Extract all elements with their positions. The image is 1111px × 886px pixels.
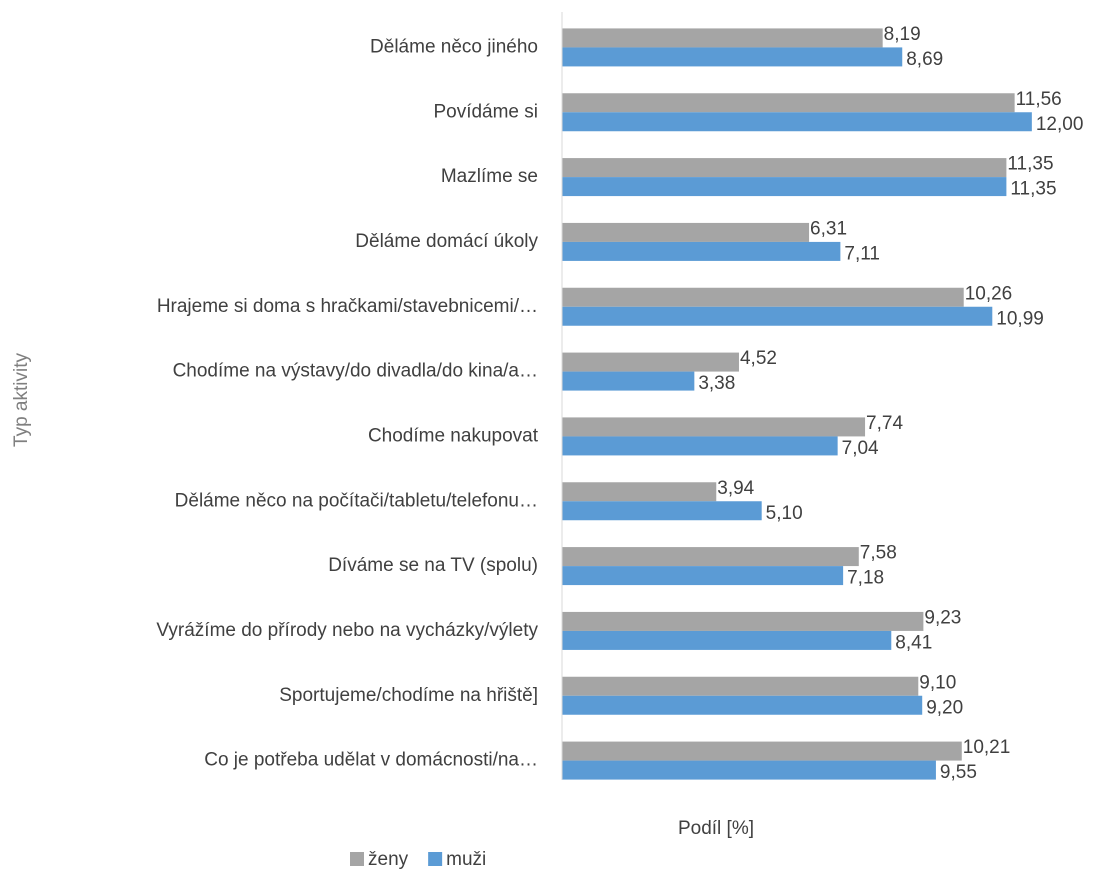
value-label: 7,58: [860, 543, 897, 564]
bar: [562, 501, 762, 521]
y-tick-label: Díváme se na TV (spolu): [328, 555, 538, 576]
value-label: 9,20: [926, 697, 963, 718]
value-label: 11,35: [1007, 154, 1053, 175]
bar: [562, 611, 924, 631]
value-label: 6,31: [810, 218, 847, 239]
x-axis-title: Podíl [%]: [678, 818, 754, 839]
bar: [562, 436, 838, 456]
y-tick-label: Vyrážíme do přírody nebo na vycházky/výl…: [156, 620, 538, 641]
value-label: 5,10: [766, 503, 803, 524]
bar: [562, 158, 1007, 178]
y-tick-label: Chodíme nakupovat: [368, 425, 539, 446]
bar: [562, 177, 1007, 197]
y-tick-label: Povídáme si: [433, 101, 538, 122]
bar: [562, 676, 919, 696]
value-label: 8,19: [884, 24, 921, 45]
bar: [562, 112, 1032, 132]
bar: [562, 417, 866, 437]
value-label: 10,26: [965, 283, 1013, 304]
bar: [562, 93, 1015, 113]
y-tick-label: Co je potřeba udělat v domácnosti/na…: [204, 750, 538, 771]
y-tick-label: Mazlíme se: [441, 166, 538, 187]
value-label: 3,38: [698, 373, 735, 394]
value-label: 10,99: [996, 308, 1044, 329]
legend-label: ženy: [368, 849, 409, 870]
value-label: 12,00: [1036, 114, 1084, 135]
bar: [562, 241, 841, 261]
bar: [562, 287, 964, 307]
legend-label: muži: [446, 849, 486, 870]
y-tick-label: Chodíme na výstavy/do divadla/do kina/a…: [173, 361, 538, 382]
bar: [562, 306, 993, 326]
value-label: 7,11: [844, 243, 880, 264]
bar: [562, 547, 859, 567]
y-tick-label: Děláme něco na počítači/tabletu/telefonu…: [175, 490, 538, 511]
y-axis-title: Typ aktivity: [11, 353, 32, 447]
bar: [562, 28, 883, 48]
value-label: 4,52: [740, 348, 777, 369]
value-label: 7,18: [847, 568, 884, 589]
bar: [562, 566, 844, 586]
value-label: 11,56: [1016, 89, 1062, 110]
value-label: 3,94: [717, 478, 754, 499]
value-label: 8,41: [895, 632, 932, 653]
y-tick-label: Hrajeme si doma s hračkami/stavebnicemi/…: [157, 296, 538, 317]
value-label: 11,35: [1010, 179, 1056, 200]
bar: [562, 695, 923, 715]
value-label: 9,55: [940, 762, 977, 783]
bar: [562, 741, 962, 761]
y-tick-label: Děláme domácí úkoly: [355, 231, 538, 252]
value-label: 8,69: [906, 49, 943, 70]
value-label: 7,74: [866, 413, 903, 434]
value-label: 9,10: [919, 672, 956, 693]
y-tick-label: Děláme něco jiného: [370, 36, 538, 57]
legend-swatch: [428, 852, 443, 866]
bar: [562, 760, 936, 780]
bar: [562, 352, 739, 372]
bar: [562, 630, 892, 650]
bar: [562, 371, 695, 391]
value-label: 10,21: [963, 737, 1011, 758]
bar: [562, 222, 810, 242]
value-label: 7,04: [842, 438, 879, 459]
legend-swatch: [350, 852, 364, 866]
value-label: 9,23: [924, 607, 961, 628]
bar: [562, 47, 903, 67]
bar: [562, 482, 717, 502]
y-tick-label: Sportujeme/chodíme na hřiště]: [279, 685, 538, 706]
